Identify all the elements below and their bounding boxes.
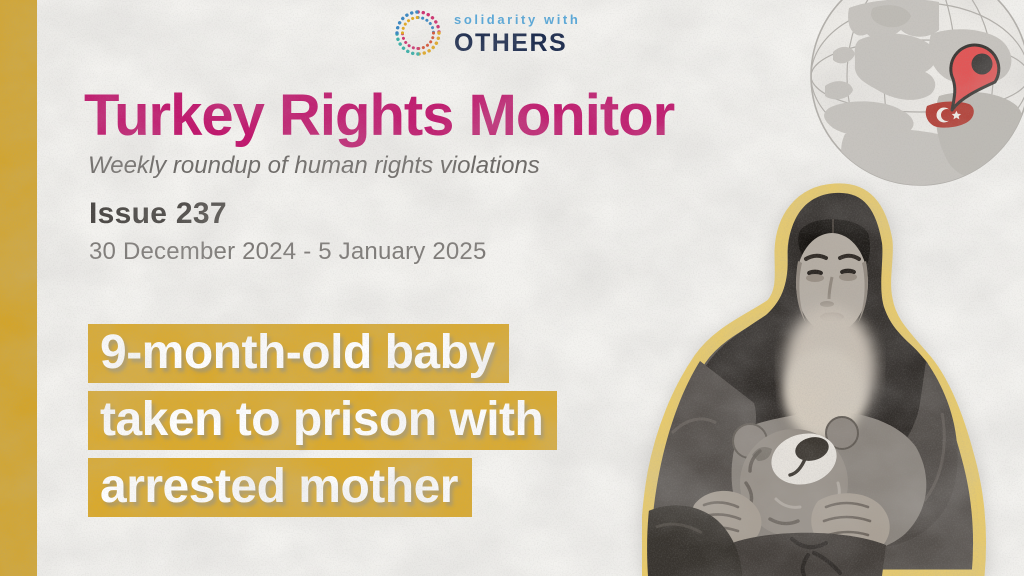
dotted-circle-logo-icon [395, 10, 441, 56]
left-accent-stripe [0, 0, 37, 576]
headline-block: 9-month-old baby taken to prison with ar… [88, 324, 558, 525]
issue-number: Issue 237 [89, 197, 227, 230]
headline-line-1: 9-month-old baby [88, 324, 509, 383]
brand-wordmark: solidarity with OTHERS [454, 8, 580, 58]
brand-logo: solidarity with OTHERS [394, 8, 580, 58]
brand-tagline: solidarity with [454, 12, 581, 27]
page-title: Turkey Rights Monitor [84, 83, 675, 148]
headline-line-3: arrested mother [88, 458, 472, 517]
page-subtitle: Weekly roundup of human rights violation… [88, 152, 540, 179]
issue-date-range: 30 December 2024 - 5 January 2025 [89, 238, 487, 265]
brand-name: OTHERS [454, 29, 568, 57]
mother-baby-photo [642, 183, 987, 576]
headline-line-2: taken to prison with [88, 391, 558, 450]
